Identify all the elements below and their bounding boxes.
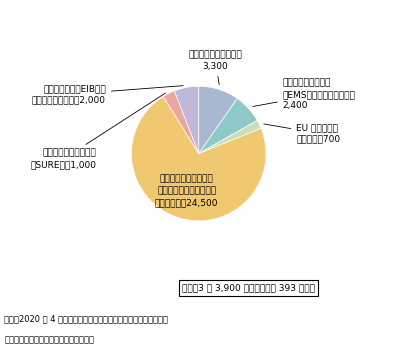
Text: 欧州投資銀行（EIB）に
よるビジネス支援，2,000: 欧州投資銀行（EIB）に よるビジネス支援，2,000 xyxy=(32,84,183,105)
Text: 欧州安定メカニズム
（EMS）の融資枠の設定，
2,400: 欧州安定メカニズム （EMS）の融資枠の設定， 2,400 xyxy=(252,79,355,110)
Wedge shape xyxy=(163,91,198,154)
Text: 加盟各国の財政出動，
3,300: 加盟各国の財政出動， 3,300 xyxy=(188,51,242,85)
Text: 各国の一時的で柔軟な
ルールの運用による資金
流動性支援，24,500: 各国の一時的で柔軟な ルールの運用による資金 流動性支援，24,500 xyxy=(154,174,218,207)
Wedge shape xyxy=(198,86,237,154)
Text: EU の直接的な
財政支援，700: EU の直接的な 財政支援，700 xyxy=(263,123,339,143)
Wedge shape xyxy=(198,98,256,154)
Text: 総額：3 兆 3,900 億ユーロ（約 393 兆円）: 総額：3 兆 3,900 億ユーロ（約 393 兆円） xyxy=(181,283,314,292)
Text: 資料：欧州委員会の公表資料から作成。: 資料：欧州委員会の公表資料から作成。 xyxy=(4,336,94,345)
Text: 参考：2020 年 4 月末時点、表中の数値は金額（単位：億ユーロ）: 参考：2020 年 4 月末時点、表中の数値は金額（単位：億ユーロ） xyxy=(4,315,168,324)
Wedge shape xyxy=(174,86,198,154)
Text: 雇用支援のための融資
（SURE），1,000: 雇用支援のための融資 （SURE），1,000 xyxy=(31,93,165,169)
Wedge shape xyxy=(131,96,265,221)
Wedge shape xyxy=(198,120,261,154)
